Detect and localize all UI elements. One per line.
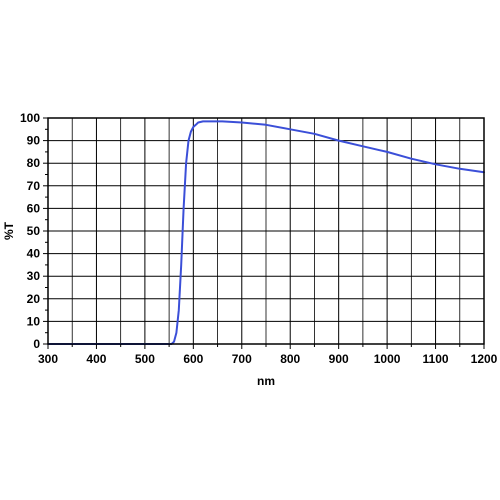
x-tick-label: 700 <box>232 352 252 366</box>
y-axis-title: %T <box>2 221 16 240</box>
x-tick-label: 1200 <box>471 352 498 366</box>
y-tick-label: 20 <box>27 292 41 306</box>
major-gridlines <box>48 118 484 344</box>
x-tick-label: 1000 <box>374 352 401 366</box>
x-tick-label: 600 <box>183 352 203 366</box>
y-tick-label: 60 <box>27 201 41 215</box>
series-layer <box>47 120 485 345</box>
y-tick-label: 100 <box>20 111 40 125</box>
y-tick-label: 30 <box>27 269 41 283</box>
y-tick-label: 0 <box>33 337 40 351</box>
x-tick-label: 500 <box>135 352 155 366</box>
x-tick-label: 1100 <box>423 352 449 366</box>
tick-marks <box>43 117 485 349</box>
transmission-curve <box>47 120 485 345</box>
y-tick-labels: 0 10 20 30 40 50 60 70 80 90 100 <box>20 111 40 351</box>
x-tick-labels: 300 400 500 600 700 800 900 1000 1100 1200 <box>38 352 498 366</box>
y-tick-label: 90 <box>27 134 41 148</box>
y-tick-label: 70 <box>27 179 41 193</box>
y-tick-label: 10 <box>27 314 41 328</box>
y-tick-label: 80 <box>27 156 41 170</box>
x-axis-title: nm <box>257 374 275 388</box>
x-tick-label: 900 <box>329 352 349 366</box>
x-tick-label: 400 <box>86 352 106 366</box>
y-tick-label: 40 <box>27 247 41 261</box>
x-tick-label: 300 <box>38 352 58 366</box>
x-tick-label: 800 <box>280 352 300 366</box>
y-tick-label: 50 <box>27 224 41 238</box>
